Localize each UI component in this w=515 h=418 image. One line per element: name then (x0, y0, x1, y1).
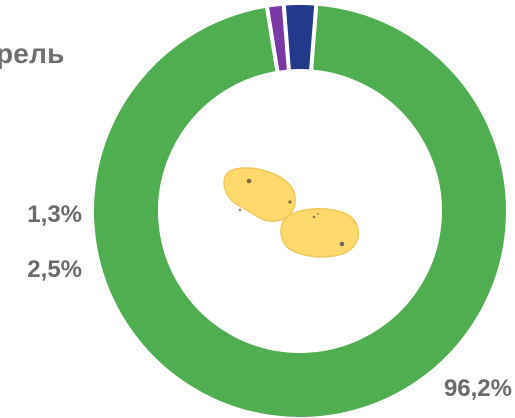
slice-3 (281, 1, 319, 74)
chart-title: рель (0, 38, 65, 69)
slice-label-1: 96,2% (444, 375, 512, 402)
slice-1 (90, 1, 510, 418)
slice-labels: 96,2% 1,3% 2,5% (27, 201, 512, 402)
slice-label-2: 1,3% (27, 201, 82, 228)
donut-slices (90, 1, 510, 418)
potato-icon (223, 167, 360, 258)
slice-label-3: 2,5% (27, 256, 82, 283)
